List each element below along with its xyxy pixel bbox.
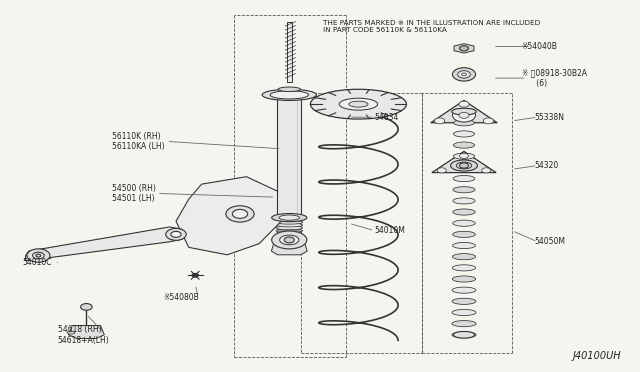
Ellipse shape bbox=[452, 276, 476, 282]
Polygon shape bbox=[176, 177, 285, 255]
Polygon shape bbox=[26, 227, 182, 260]
Ellipse shape bbox=[310, 89, 406, 119]
Text: 54010M: 54010M bbox=[374, 226, 405, 235]
Ellipse shape bbox=[454, 120, 474, 126]
Text: 54050M: 54050M bbox=[534, 237, 565, 246]
Text: 54010C: 54010C bbox=[22, 258, 52, 267]
Text: 55338N: 55338N bbox=[534, 113, 564, 122]
Ellipse shape bbox=[453, 176, 475, 182]
Ellipse shape bbox=[435, 118, 445, 124]
Ellipse shape bbox=[453, 153, 475, 159]
Ellipse shape bbox=[36, 254, 41, 257]
Ellipse shape bbox=[27, 249, 50, 262]
Ellipse shape bbox=[349, 101, 368, 107]
Ellipse shape bbox=[460, 153, 468, 158]
Ellipse shape bbox=[276, 223, 303, 227]
Ellipse shape bbox=[192, 273, 198, 277]
Ellipse shape bbox=[276, 220, 303, 224]
Polygon shape bbox=[431, 100, 497, 123]
Ellipse shape bbox=[453, 331, 475, 338]
Ellipse shape bbox=[276, 226, 303, 230]
Ellipse shape bbox=[280, 235, 299, 245]
Ellipse shape bbox=[452, 231, 476, 237]
Text: ※54080B: ※54080B bbox=[163, 293, 199, 302]
Ellipse shape bbox=[67, 331, 75, 334]
Ellipse shape bbox=[459, 112, 469, 118]
FancyBboxPatch shape bbox=[277, 97, 301, 219]
Ellipse shape bbox=[270, 91, 308, 99]
Ellipse shape bbox=[284, 237, 294, 243]
Ellipse shape bbox=[81, 304, 92, 310]
Ellipse shape bbox=[454, 131, 474, 137]
Ellipse shape bbox=[279, 215, 300, 220]
Ellipse shape bbox=[482, 168, 491, 173]
Text: 54618 (RH)
54618+A(LH): 54618 (RH) 54618+A(LH) bbox=[58, 325, 109, 344]
Text: 54320: 54320 bbox=[534, 161, 559, 170]
Text: ※ ⓝ08918-30B2A
      (6): ※ ⓝ08918-30B2A (6) bbox=[522, 68, 587, 88]
Text: 54500 (RH)
54501 (LH): 54500 (RH) 54501 (LH) bbox=[112, 184, 156, 203]
Ellipse shape bbox=[459, 101, 469, 107]
Ellipse shape bbox=[453, 164, 475, 170]
Ellipse shape bbox=[452, 108, 476, 115]
Ellipse shape bbox=[272, 231, 307, 249]
Ellipse shape bbox=[452, 254, 476, 260]
Ellipse shape bbox=[452, 220, 476, 226]
Ellipse shape bbox=[33, 252, 44, 259]
Ellipse shape bbox=[452, 287, 476, 293]
Ellipse shape bbox=[452, 332, 476, 338]
Ellipse shape bbox=[453, 198, 475, 204]
Ellipse shape bbox=[452, 298, 476, 304]
Ellipse shape bbox=[166, 228, 186, 240]
Ellipse shape bbox=[451, 160, 477, 171]
Ellipse shape bbox=[276, 229, 303, 232]
Text: ※54040B: ※54040B bbox=[522, 42, 557, 51]
Polygon shape bbox=[271, 231, 307, 255]
Text: 56110K (RH)
56110KA (LH): 56110K (RH) 56110KA (LH) bbox=[112, 132, 164, 151]
Ellipse shape bbox=[452, 310, 476, 315]
Polygon shape bbox=[454, 44, 474, 53]
Ellipse shape bbox=[272, 214, 307, 222]
Ellipse shape bbox=[452, 243, 476, 248]
Ellipse shape bbox=[339, 98, 378, 110]
Ellipse shape bbox=[460, 163, 468, 168]
Text: J40100UH: J40100UH bbox=[572, 351, 621, 361]
Ellipse shape bbox=[171, 231, 181, 237]
Ellipse shape bbox=[453, 187, 475, 193]
Ellipse shape bbox=[458, 71, 470, 78]
Ellipse shape bbox=[278, 87, 301, 92]
Ellipse shape bbox=[452, 68, 476, 81]
FancyBboxPatch shape bbox=[287, 22, 292, 82]
Ellipse shape bbox=[437, 168, 446, 173]
Polygon shape bbox=[68, 326, 104, 339]
Ellipse shape bbox=[452, 265, 476, 271]
Ellipse shape bbox=[460, 46, 468, 51]
Text: THE PARTS MARKED ※ IN THE ILLUSTRATION ARE INCLUDED
IN PART CODE 56110K & 56110K: THE PARTS MARKED ※ IN THE ILLUSTRATION A… bbox=[323, 20, 540, 33]
Ellipse shape bbox=[483, 118, 493, 124]
Ellipse shape bbox=[262, 89, 317, 100]
Ellipse shape bbox=[452, 321, 476, 327]
Ellipse shape bbox=[276, 218, 303, 221]
Ellipse shape bbox=[452, 109, 476, 122]
Polygon shape bbox=[432, 151, 496, 173]
Ellipse shape bbox=[453, 209, 475, 215]
Text: 54034: 54034 bbox=[374, 113, 399, 122]
Ellipse shape bbox=[453, 142, 475, 148]
Ellipse shape bbox=[226, 206, 254, 222]
Ellipse shape bbox=[456, 162, 472, 169]
Ellipse shape bbox=[461, 73, 467, 76]
Ellipse shape bbox=[232, 209, 248, 218]
